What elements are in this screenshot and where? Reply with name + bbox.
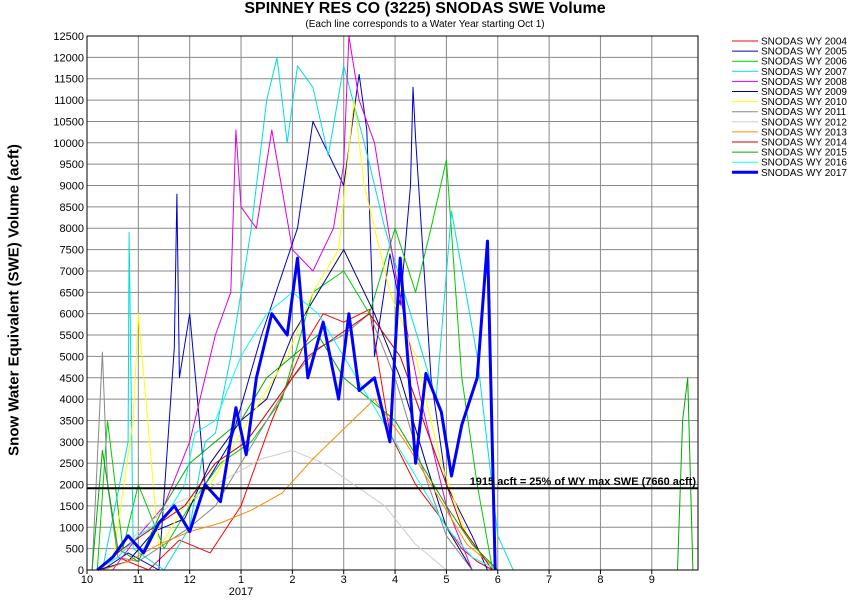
legend-label: SNODAS WY 2006: [761, 57, 847, 68]
x-tick-label: 12: [184, 574, 196, 586]
x-tick-label: 7: [546, 574, 552, 586]
y-tick-label: 12500: [53, 31, 84, 43]
y-tick-label: 7000: [60, 266, 84, 278]
plot-frame: [86, 35, 699, 571]
y-tick-labels: 0 500 1000 1500 2000 2500 3000 3500 4000 4500 5000…: [53, 31, 84, 577]
series-line-snodas-wy-2017: [96, 239, 497, 572]
y-tick-label: 1500: [60, 501, 84, 513]
chart-subtitle: (Each line corresponds to a Water Year s…: [305, 19, 545, 30]
y-tick-label: 3000: [60, 437, 84, 449]
legend-label: SNODAS WY 2010: [761, 97, 847, 108]
y-tick-label: 6000: [60, 309, 84, 321]
y-tick-label: 500: [66, 544, 84, 556]
y-tick-label: 3500: [60, 415, 84, 427]
y-tick-label: 2500: [60, 458, 84, 470]
y-tick-label: 4000: [60, 394, 84, 406]
series-line-snodas-wy-2010: [97, 99, 493, 571]
x-tick-label: 1: [238, 574, 244, 586]
y-tick-label: 6500: [60, 287, 84, 299]
y-tick-label: 1000: [60, 522, 84, 534]
legend-label: SNODAS WY 2008: [761, 77, 847, 88]
series-line-snodas-wy-2013: [102, 398, 499, 571]
y-tick-label: 9500: [60, 159, 84, 171]
series-line-snodas-wy-2008: [112, 35, 473, 571]
y-tick-label: 4500: [60, 373, 84, 385]
series-line-snodas-wy-2012: [97, 449, 447, 571]
legend-label: SNODAS WY 2015: [761, 148, 847, 159]
legend-label: SNODAS WY 2017: [761, 168, 847, 179]
x-tick-label: 9: [649, 574, 655, 586]
y-tick-label: 2000: [60, 480, 84, 492]
y-tick-label: 0: [78, 565, 84, 577]
reference-line-group: 1915 acft = 25% of WY max SWE (7660 acft…: [87, 476, 698, 490]
legend-label: SNODAS WY 2004: [761, 37, 847, 48]
y-tick-label: 7500: [60, 245, 84, 257]
series-line-snodas-wy-2009: [97, 249, 473, 571]
grid-lines: [87, 35, 698, 571]
y-tick-label: 10000: [53, 138, 84, 150]
chart-title: SPINNEY RES CO (3225) SNODAS SWE Volume: [244, 0, 606, 17]
legend-label: SNODAS WY 2016: [761, 158, 847, 169]
legend-label: SNODAS WY 2011: [761, 107, 847, 118]
x-tick-label: 8: [597, 574, 603, 586]
x-tick-label: 6: [495, 574, 501, 586]
x-tick-label: 2: [289, 574, 295, 586]
y-tick-label: 5500: [60, 330, 84, 342]
series-line-snodas-wy-2005: [102, 73, 488, 571]
y-tick-label: 8000: [60, 223, 84, 235]
x-tick-label: 11: [133, 574, 144, 586]
y-tick-label: 10500: [53, 116, 84, 128]
legend-label: SNODAS WY 2007: [761, 67, 847, 78]
legend-label: SNODAS WY 2013: [761, 127, 847, 138]
legend-label: SNODAS WY 2009: [761, 87, 847, 98]
y-tick-label: 11500: [54, 74, 84, 86]
legend-label: SNODAS WY 2005: [761, 47, 847, 58]
x-tick-label: 3: [341, 574, 347, 586]
series-line-snodas-wy-2011: [91, 313, 473, 571]
x-tick-label: 5: [443, 574, 449, 586]
x-tick-label: 10: [81, 574, 93, 586]
reference-line-label: 1915 acft = 25% of WY max SWE (7660 acft…: [470, 476, 697, 488]
y-tick-label: 5000: [60, 351, 84, 363]
x-tick-label: 4: [392, 574, 398, 586]
y-tick-label: 8500: [60, 202, 84, 214]
legend-label: SNODAS WY 2014: [761, 138, 847, 149]
x-year-label: 2017: [229, 586, 253, 598]
legend-label: SNODAS WY 2012: [761, 117, 847, 128]
y-tick-label: 9000: [60, 181, 84, 193]
y-tick-label: 12000: [53, 52, 84, 64]
y-tick-label: 11000: [54, 95, 84, 107]
series-layer: [91, 35, 694, 572]
